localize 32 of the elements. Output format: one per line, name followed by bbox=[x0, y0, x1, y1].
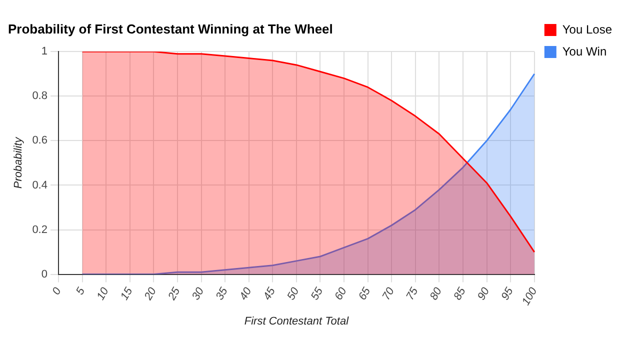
x-tick-label: 15 bbox=[118, 284, 136, 302]
x-tick-label: 35 bbox=[214, 284, 231, 302]
legend-label: You Lose bbox=[562, 22, 612, 36]
x-tick-label: 60 bbox=[332, 284, 350, 302]
x-tick-label: 45 bbox=[261, 284, 278, 302]
x-tick-label: 85 bbox=[452, 284, 469, 302]
y-tick-label: 0.4 bbox=[32, 179, 48, 192]
y-tick-label: 0.2 bbox=[32, 224, 48, 236]
x-axis-title: First Contestant Total bbox=[244, 315, 350, 328]
y-tick-label: 1 bbox=[41, 46, 48, 58]
x-tick-label: 65 bbox=[356, 284, 374, 302]
x-tick-label: 5 bbox=[74, 284, 88, 297]
x-tick-label: 40 bbox=[238, 284, 255, 302]
x-tick-label: 20 bbox=[142, 284, 160, 304]
y-tick-label: 0 bbox=[41, 268, 48, 280]
x-tick-label: 100 bbox=[520, 284, 540, 308]
x-tick-label: 55 bbox=[308, 284, 326, 302]
x-tick-label: 75 bbox=[404, 284, 422, 302]
y-tick-label: 0.8 bbox=[32, 90, 48, 102]
y-axis-title: Probability bbox=[12, 136, 25, 189]
x-tick-label: 95 bbox=[499, 284, 516, 302]
x-tick-label: 70 bbox=[380, 284, 398, 302]
legend-label: You Win bbox=[562, 44, 607, 58]
y-tick-label: 0.6 bbox=[32, 134, 48, 147]
x-tick-label: 10 bbox=[94, 284, 112, 302]
x-tick-label: 0 bbox=[50, 284, 64, 297]
chart-title: Probability of First Contestant Winning at The Wheel bbox=[8, 21, 333, 36]
x-tick-label: 30 bbox=[190, 284, 207, 302]
x-tick-label: 25 bbox=[166, 284, 184, 304]
x-tick-label: 90 bbox=[476, 284, 492, 302]
x-tick-label: 80 bbox=[428, 284, 445, 302]
x-tick-label: 50 bbox=[285, 284, 302, 302]
